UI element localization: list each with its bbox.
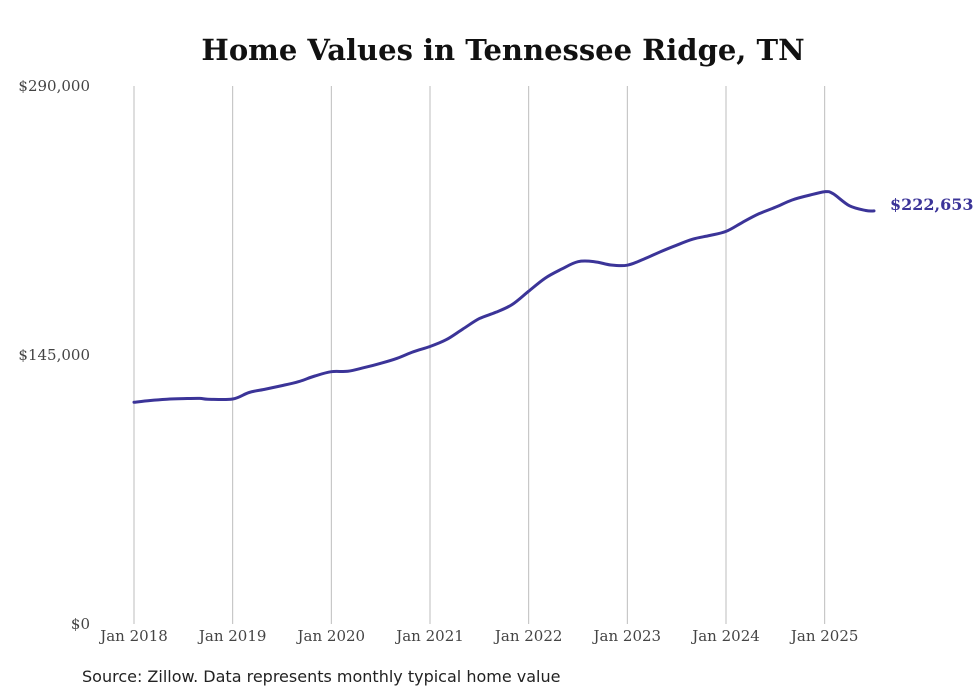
grid-lines bbox=[133, 86, 826, 624]
x-tick-label-2: Jan 2020 bbox=[296, 627, 366, 645]
end-value-label: $222,653 bbox=[890, 195, 974, 214]
y-tick-label-2: $290,000 bbox=[18, 77, 90, 95]
chart-title: Home Values in Tennessee Ridge, TN bbox=[201, 33, 804, 67]
y-tick-label-1: $145,000 bbox=[18, 346, 90, 364]
source-note: Source: Zillow. Data represents monthly … bbox=[82, 667, 561, 686]
x-tick-label-7: Jan 2025 bbox=[789, 627, 859, 645]
series-line-0 bbox=[132, 190, 876, 404]
x-tick-label-4: Jan 2022 bbox=[493, 627, 563, 645]
x-tick-label-3: Jan 2021 bbox=[394, 627, 464, 645]
x-tick-label-6: Jan 2024 bbox=[690, 627, 760, 645]
x-tick-label-5: Jan 2023 bbox=[592, 627, 662, 645]
x-axis-tick-labels: Jan 2018 Jan 2019 Jan 2020 Jan 2021 Jan 2022… bbox=[98, 627, 858, 645]
y-axis-tick-labels: $0 $145,000 $290,000 bbox=[18, 77, 90, 633]
x-tick-label-0: Jan 2018 bbox=[98, 627, 168, 645]
y-tick-label-0: $0 bbox=[71, 615, 90, 633]
x-tick-label-1: Jan 2019 bbox=[197, 627, 267, 645]
series-layer bbox=[132, 190, 876, 404]
